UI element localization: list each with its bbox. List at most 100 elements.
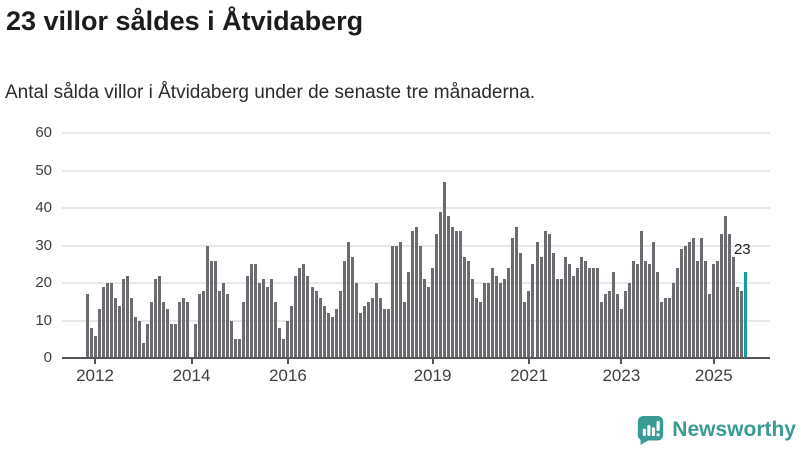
bar bbox=[262, 279, 266, 359]
bar bbox=[145, 324, 149, 359]
bar bbox=[398, 241, 402, 359]
bar bbox=[567, 264, 571, 359]
x-axis-label: 2025 bbox=[694, 366, 733, 385]
bar bbox=[459, 230, 463, 358]
bar bbox=[688, 241, 692, 359]
bar bbox=[712, 264, 716, 359]
x-axis-label: 2019 bbox=[413, 366, 452, 385]
bar bbox=[89, 328, 93, 358]
bar bbox=[202, 290, 206, 358]
bar bbox=[382, 309, 386, 359]
bar bbox=[619, 309, 623, 359]
x-axis-tick bbox=[94, 359, 96, 364]
bar bbox=[648, 264, 652, 359]
bar bbox=[583, 260, 587, 358]
bar bbox=[129, 298, 133, 358]
x-axis-line bbox=[62, 357, 770, 359]
bar bbox=[704, 260, 708, 358]
bar bbox=[165, 309, 169, 359]
bar bbox=[740, 290, 744, 358]
y-axis-label: 40 bbox=[35, 199, 52, 216]
bar bbox=[193, 324, 197, 359]
bar bbox=[736, 286, 740, 359]
bar bbox=[455, 230, 459, 358]
bar bbox=[318, 298, 322, 358]
bar bbox=[728, 234, 732, 359]
bar bbox=[696, 260, 700, 358]
bar bbox=[451, 226, 455, 359]
bar bbox=[563, 256, 567, 359]
bar bbox=[539, 256, 543, 359]
gridline-y40 bbox=[62, 207, 770, 209]
bar bbox=[531, 264, 535, 359]
bar bbox=[218, 290, 222, 358]
bar bbox=[314, 290, 318, 358]
x-axis-tick bbox=[620, 359, 623, 364]
bar bbox=[334, 309, 338, 359]
y-axis-label: 30 bbox=[35, 236, 52, 254]
bar bbox=[471, 279, 475, 359]
y-axis-label: 60 bbox=[35, 124, 52, 141]
bar bbox=[559, 279, 563, 359]
bar bbox=[242, 301, 246, 359]
bar bbox=[652, 241, 656, 359]
bar bbox=[672, 283, 676, 358]
bar bbox=[519, 253, 523, 358]
bar bbox=[423, 279, 427, 359]
bar bbox=[358, 313, 362, 358]
bar bbox=[274, 301, 278, 359]
x-axis-label: 2014 bbox=[172, 366, 211, 385]
bar bbox=[141, 343, 145, 358]
x-axis-tick bbox=[528, 359, 530, 364]
bar bbox=[374, 283, 378, 358]
bar bbox=[435, 234, 439, 359]
bar bbox=[611, 271, 615, 359]
bar bbox=[523, 301, 527, 359]
bar bbox=[491, 268, 495, 358]
bar bbox=[595, 268, 599, 358]
bar bbox=[656, 271, 660, 359]
bar bbox=[230, 320, 234, 358]
bar bbox=[366, 301, 370, 359]
bar bbox=[664, 298, 668, 358]
bar bbox=[543, 230, 547, 358]
bar bbox=[278, 328, 282, 358]
bar bbox=[684, 245, 688, 358]
bar bbox=[101, 286, 105, 359]
bar bbox=[161, 301, 165, 359]
bar bbox=[483, 283, 487, 358]
bar bbox=[603, 294, 607, 359]
bar bbox=[153, 279, 157, 359]
x-axis-label: 2016 bbox=[268, 366, 307, 385]
bar bbox=[222, 283, 226, 358]
y-axis-label: 0 bbox=[43, 349, 52, 366]
bar bbox=[639, 230, 643, 358]
bar bbox=[511, 238, 515, 358]
bar bbox=[644, 260, 648, 358]
y-axis-label: 10 bbox=[35, 311, 52, 329]
bar bbox=[627, 283, 631, 358]
bar bbox=[105, 283, 109, 358]
newsworthy-icon bbox=[638, 415, 664, 445]
bar bbox=[117, 305, 121, 358]
bar bbox=[402, 301, 406, 359]
bar bbox=[535, 241, 539, 359]
bar bbox=[515, 226, 519, 359]
bar bbox=[298, 268, 302, 358]
bar bbox=[700, 238, 704, 358]
bar bbox=[579, 256, 583, 359]
x-axis-tick bbox=[431, 359, 434, 364]
bar bbox=[109, 283, 113, 358]
bar bbox=[720, 234, 724, 359]
bar bbox=[266, 286, 270, 359]
bar bbox=[206, 245, 210, 358]
bar bbox=[724, 215, 728, 358]
bar bbox=[623, 290, 627, 358]
bar bbox=[443, 181, 447, 359]
bar bbox=[499, 283, 503, 358]
bar bbox=[414, 226, 418, 359]
bar bbox=[575, 268, 579, 358]
bar bbox=[302, 264, 306, 359]
